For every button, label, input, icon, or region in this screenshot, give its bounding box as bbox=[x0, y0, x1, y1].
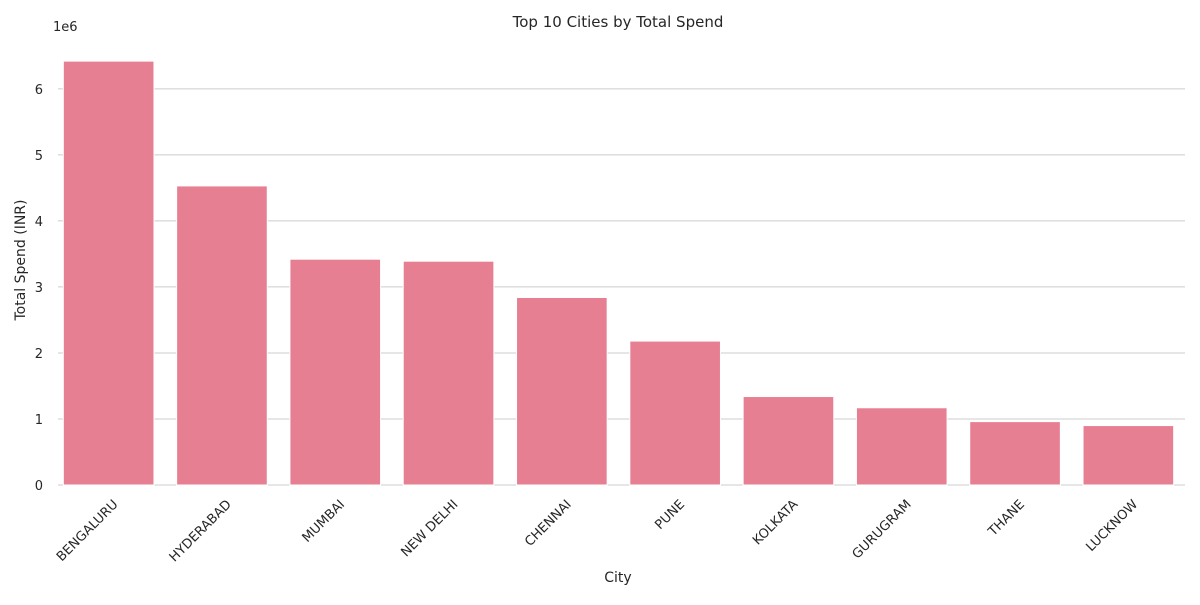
y-tick-label: 6 bbox=[35, 83, 43, 98]
bar-lucknow bbox=[1082, 425, 1175, 486]
bar-new-delhi bbox=[402, 260, 495, 486]
bar-hyderabad bbox=[176, 185, 268, 486]
x-tick-label: BENGALURU bbox=[54, 497, 122, 565]
y-tick-label: 3 bbox=[35, 281, 43, 296]
y-tick-label: 4 bbox=[35, 215, 43, 230]
bar-chennai bbox=[516, 296, 608, 486]
y-tick-label: 0 bbox=[35, 479, 43, 494]
y-tick-label: 5 bbox=[35, 149, 43, 164]
bar-mumbai bbox=[289, 258, 382, 486]
x-tick-label: PUNE bbox=[652, 497, 688, 533]
y-tick-labels: 0 1 2 3 4 5 6 bbox=[35, 83, 43, 494]
bar-gurugram bbox=[855, 407, 948, 486]
bar-thane bbox=[969, 421, 1061, 486]
bar-bengaluru bbox=[62, 60, 155, 486]
y-offset-label: 1e6 bbox=[53, 20, 78, 35]
x-tick-label: CHENNAI bbox=[522, 497, 575, 550]
x-tick-label: KOLKATA bbox=[750, 497, 801, 548]
y-tick-label: 2 bbox=[35, 347, 43, 362]
bar-kolkata bbox=[742, 396, 835, 486]
y-tick-label: 1 bbox=[35, 413, 43, 428]
x-tick-label: HYDERABAD bbox=[167, 497, 235, 565]
bar-pune bbox=[629, 340, 721, 486]
x-axis-label: City bbox=[604, 570, 631, 586]
chart-title: Top 10 Cities by Total Spend bbox=[512, 13, 724, 31]
x-tick-label: NEW DELHI bbox=[398, 497, 461, 560]
x-tick-label: THANE bbox=[985, 497, 1028, 540]
x-tick-label: LUCKNOW bbox=[1084, 497, 1142, 555]
x-tick-labels: BENGALURU HYDERABAD MUMBAI NEW DELHI CHENNAI… bbox=[54, 497, 1141, 565]
y-axis-label: Total Spend (INR) bbox=[13, 200, 29, 322]
bars bbox=[62, 60, 1175, 486]
x-tick-label: MUMBAI bbox=[300, 497, 349, 546]
x-tick-label: GURUGRAM bbox=[850, 497, 915, 562]
